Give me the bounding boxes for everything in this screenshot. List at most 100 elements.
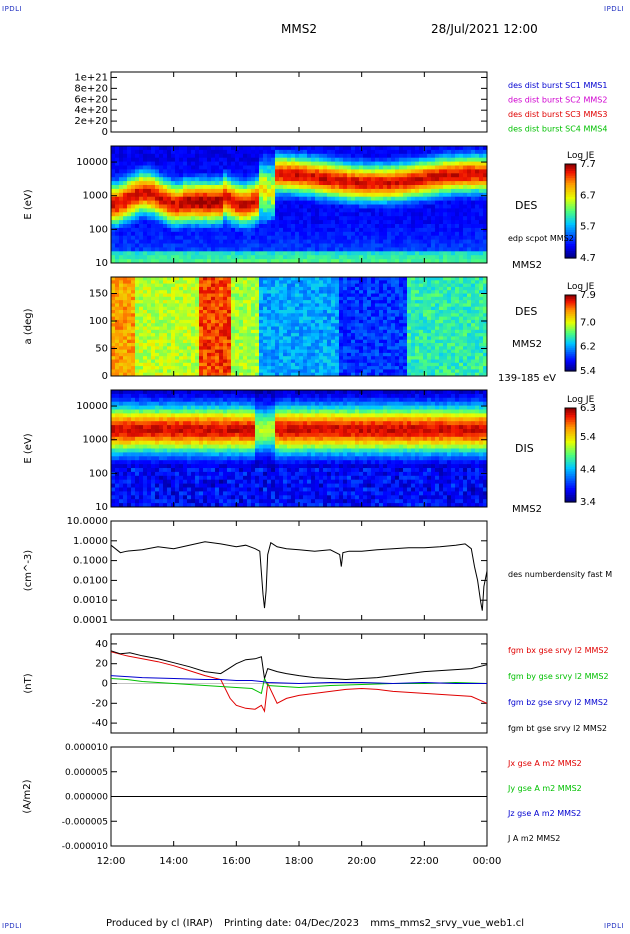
des_energy-cell xyxy=(291,247,296,252)
des_pitch-cell xyxy=(375,323,380,327)
des_energy-cell xyxy=(371,177,376,182)
des_energy-cell xyxy=(299,220,304,225)
des_energy-cell xyxy=(179,231,184,237)
des_pitch-cell xyxy=(139,280,144,285)
des_energy-cell xyxy=(267,153,272,159)
des_energy-cell xyxy=(123,216,128,221)
des_energy-cell xyxy=(399,243,404,248)
des_pitch-cell xyxy=(287,326,292,331)
des_energy-cell xyxy=(151,231,156,237)
des_energy-cell xyxy=(359,204,364,209)
des_energy-cell xyxy=(347,177,352,182)
des_energy-cell xyxy=(303,173,308,178)
des_pitch-cell xyxy=(219,359,224,364)
des_energy-cell xyxy=(159,239,164,244)
des_energy-cell xyxy=(115,208,120,213)
des_pitch-cell xyxy=(379,283,384,288)
des_energy-cell xyxy=(391,192,396,198)
des_energy-cell xyxy=(343,192,348,198)
des_pitch-cell xyxy=(251,326,256,331)
des_energy-cell xyxy=(427,220,432,225)
des_energy-cell xyxy=(355,255,360,260)
des_energy-cell xyxy=(355,169,360,174)
des_energy-cell xyxy=(435,165,440,170)
des_energy-cell xyxy=(395,169,400,174)
des_pitch-cell xyxy=(323,339,328,344)
des_energy-cell xyxy=(459,204,464,209)
des_pitch-cell xyxy=(383,303,388,308)
des_energy-cell xyxy=(455,181,460,186)
des_energy-cell xyxy=(411,227,416,233)
des_pitch-cell xyxy=(375,336,380,341)
des_pitch-cell xyxy=(327,296,332,301)
des_energy-cell xyxy=(447,177,452,182)
des_energy-cell xyxy=(187,231,192,237)
des_pitch-cell xyxy=(367,323,372,327)
des_pitch-cell xyxy=(303,293,308,298)
des_energy-cell xyxy=(295,153,300,159)
des_energy-cell xyxy=(139,208,144,213)
des_pitch-cell xyxy=(231,329,236,334)
des_pitch-cell xyxy=(187,283,192,288)
des_energy-cell xyxy=(399,165,404,170)
des_energy-cell xyxy=(259,212,264,217)
des_pitch-cell xyxy=(175,323,180,327)
des_pitch-cell xyxy=(171,343,176,347)
des_energy-cell xyxy=(343,188,348,194)
des_pitch-cell xyxy=(199,316,204,321)
des_energy-cell xyxy=(455,169,460,174)
des_energy-cell xyxy=(259,216,264,221)
des_pitch-cell xyxy=(219,349,224,354)
des_pitch-cell xyxy=(379,336,384,341)
des_pitch-cell xyxy=(207,319,212,324)
des_energy-cell xyxy=(155,235,160,241)
des_energy-cell xyxy=(171,165,176,170)
des_energy-cell xyxy=(219,200,224,205)
des_energy-cell xyxy=(459,149,464,155)
des_energy-cell xyxy=(419,165,424,170)
des_energy-cell xyxy=(267,181,272,186)
des_energy-cell xyxy=(299,239,304,244)
des_pitch-cell xyxy=(299,280,304,285)
des_pitch-cell xyxy=(327,286,332,291)
des_pitch-cell xyxy=(131,296,136,301)
des_energy-cell xyxy=(255,227,260,233)
des_energy-cell xyxy=(143,220,148,225)
des_pitch-cell xyxy=(179,366,184,370)
des_energy-cell xyxy=(339,227,344,233)
des_energy-cell xyxy=(271,227,276,233)
des_pitch-cell xyxy=(163,280,168,285)
des_energy-cell xyxy=(207,220,212,225)
des_energy-cell xyxy=(475,157,480,163)
des_pitch-cell xyxy=(123,283,128,288)
des_energy-cell xyxy=(115,177,120,182)
des_energy-cell xyxy=(255,188,260,194)
des_energy-cell xyxy=(395,235,400,241)
des_pitch-cell xyxy=(351,336,356,341)
des_energy-cell xyxy=(251,212,256,217)
des_pitch-cell xyxy=(151,366,156,370)
des_pitch-cell xyxy=(335,372,340,377)
des_energy-colorbar-swatch xyxy=(565,164,576,167)
des_pitch-cell xyxy=(303,326,308,331)
des_energy-cell xyxy=(191,149,196,155)
des_energy-cell xyxy=(295,216,300,221)
des_energy-cell xyxy=(211,185,216,190)
des_pitch-cell xyxy=(207,286,212,291)
des_pitch-cell xyxy=(163,290,168,294)
des_pitch-cell xyxy=(131,339,136,344)
des_pitch-cell xyxy=(195,316,200,321)
des_pitch-cell xyxy=(183,372,188,377)
des_energy-cell xyxy=(403,216,408,221)
des_pitch-cell xyxy=(367,286,372,291)
des_energy-cell xyxy=(231,247,236,252)
des_pitch-cell xyxy=(143,326,148,331)
des_energy-cell xyxy=(179,153,184,159)
des_energy-cell xyxy=(415,227,420,233)
des_pitch-cell xyxy=(351,359,356,364)
des_pitch-cell xyxy=(363,362,368,367)
des_energy-cell xyxy=(219,212,224,217)
des_pitch-cell xyxy=(183,323,188,327)
des_pitch-cell xyxy=(163,352,168,357)
des_energy-cell xyxy=(475,161,480,166)
